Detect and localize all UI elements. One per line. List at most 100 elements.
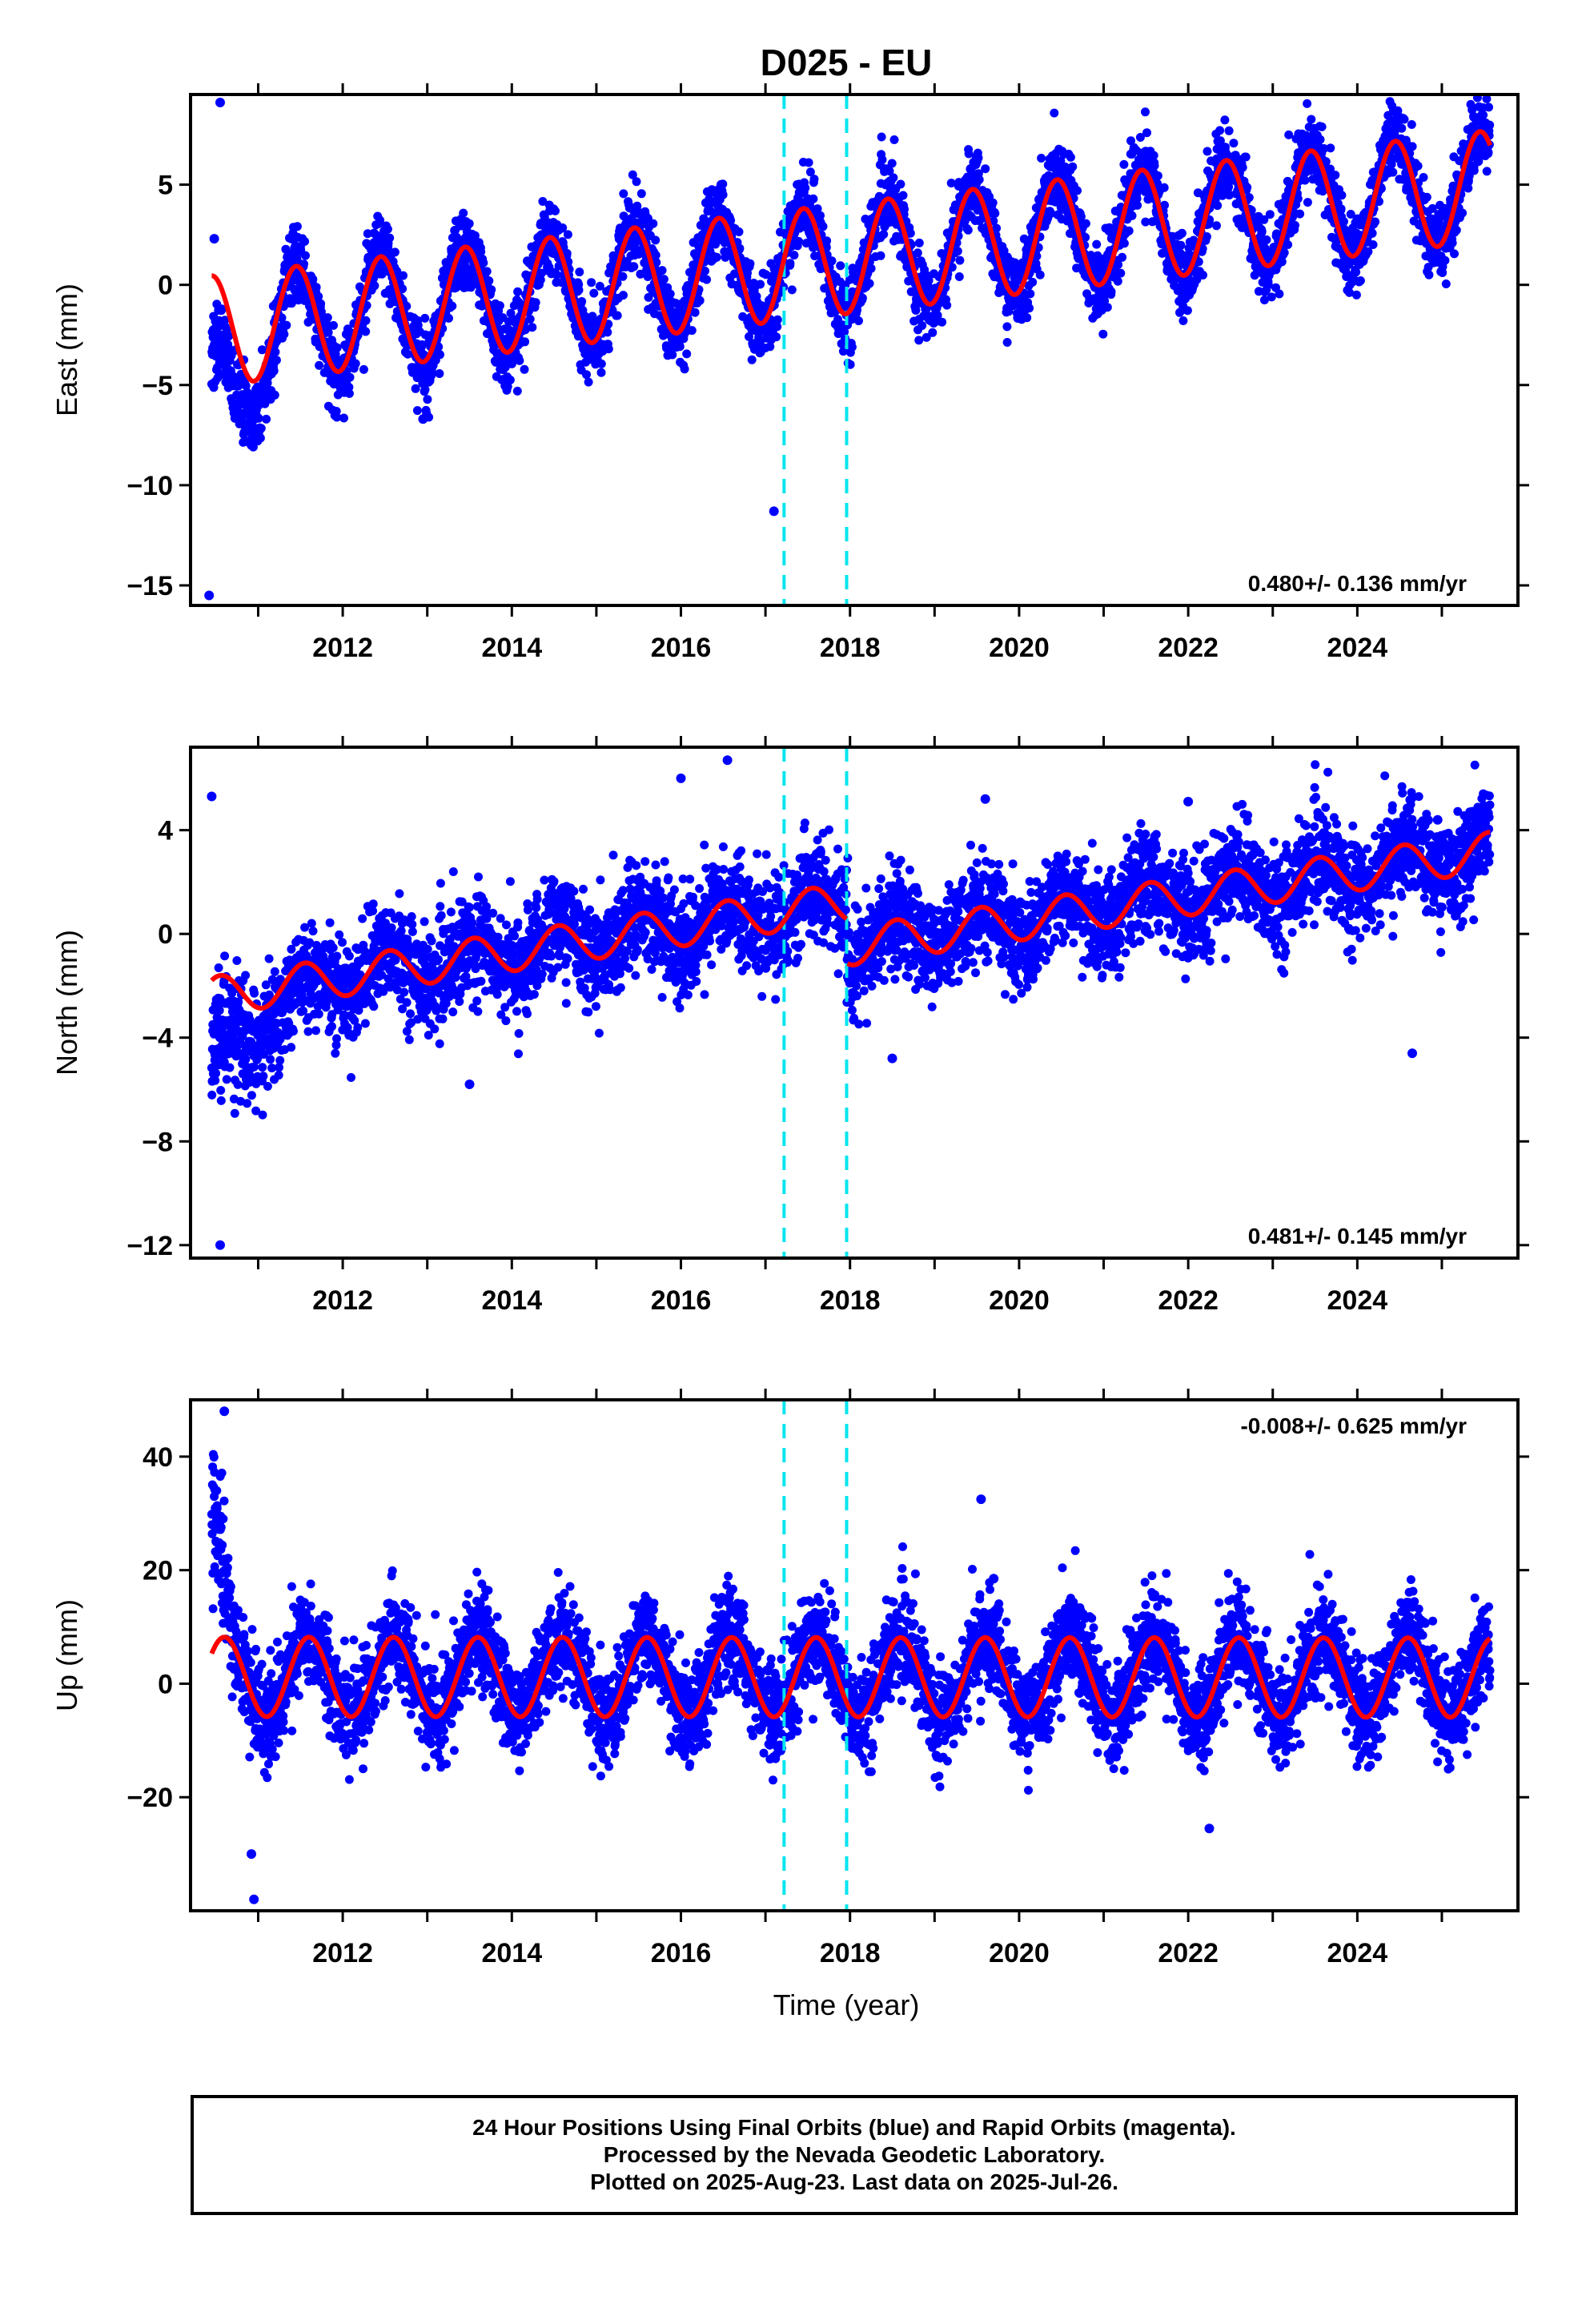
north-plot-area [207, 747, 1495, 1258]
east-data-point [482, 267, 492, 276]
east-data-point [435, 369, 444, 378]
east-data-point [1413, 161, 1423, 171]
east-data-point [344, 388, 354, 398]
east-data-point [1224, 126, 1234, 135]
east-data-point [974, 175, 984, 184]
east-data-point [836, 261, 845, 271]
east-data-point [1150, 161, 1159, 171]
east-data-point [809, 194, 818, 203]
east-data-point [809, 175, 819, 184]
east-data-point [1419, 173, 1428, 182]
east-data-point [1243, 183, 1252, 192]
east-data-point [574, 285, 584, 295]
east-data-point [402, 301, 412, 311]
east-data-point [1317, 122, 1327, 131]
east-data-point [1397, 123, 1407, 133]
east-data-point [262, 414, 271, 424]
east-data-point [1265, 210, 1275, 219]
east-xtick-label: 2018 [820, 633, 881, 663]
east-data-point [603, 328, 612, 337]
east-data-point [551, 206, 560, 215]
east-data-point [255, 433, 265, 443]
north-data-points [207, 755, 1495, 1250]
east-rate-label: 0.480+/- 0.136 mm/yr [1248, 571, 1467, 596]
east-data-point [974, 153, 983, 163]
east-data-point [879, 230, 889, 239]
east-data-point [596, 368, 606, 377]
east-data-point [1315, 135, 1325, 144]
east-plot-area [204, 94, 1495, 605]
east-data-point [1482, 167, 1492, 176]
east-data-point [876, 251, 885, 260]
east-data-point [403, 349, 412, 359]
east-data-point [604, 344, 613, 354]
east-data-point [1303, 99, 1312, 108]
east-data-point [332, 412, 342, 422]
east-data-point [865, 279, 874, 288]
east-data-point [464, 219, 474, 228]
x-axis-label: Time (year) [773, 1988, 920, 2021]
east-ytick-label: −5 [142, 371, 173, 401]
east-data-point [1113, 276, 1122, 286]
east-data-point [270, 390, 279, 400]
east-data-point [1215, 126, 1225, 135]
east-ytick-label: −15 [126, 571, 173, 601]
east-data-point [344, 383, 354, 392]
east-xtick-label: 2012 [312, 633, 373, 663]
east-data-point [1119, 239, 1129, 248]
east-data-point [1407, 120, 1416, 129]
east-data-point [323, 313, 332, 323]
east-data-point [1355, 276, 1365, 285]
east-data-point [1081, 219, 1090, 228]
east-data-point [428, 368, 437, 378]
east-data-point [390, 247, 400, 257]
east-data-point [370, 281, 379, 291]
east-data-point [889, 173, 898, 183]
east-data-point [257, 345, 267, 355]
east-data-point [282, 320, 291, 330]
east-data-point [1441, 279, 1451, 288]
east-data-point [963, 225, 973, 235]
east-data-point [277, 313, 287, 323]
east-data-point [1127, 211, 1137, 220]
east-data-point [1484, 103, 1493, 112]
east-ytick-label: 5 [158, 171, 173, 201]
east-data-point [955, 255, 965, 265]
east-data-point [794, 236, 804, 246]
east-data-point [618, 271, 628, 281]
east-data-point [648, 219, 658, 228]
east-data-point [636, 189, 646, 199]
east-data-point [1159, 183, 1169, 192]
east-data-point [385, 233, 395, 243]
east-data-point [1371, 217, 1380, 227]
east-data-point [1485, 120, 1495, 130]
east-data-point [271, 348, 280, 356]
east-data-point [827, 256, 837, 266]
east-data-point [1241, 152, 1251, 162]
east-data-point [1119, 159, 1129, 169]
east-data-point [1458, 208, 1468, 218]
east-data-point [1213, 201, 1223, 211]
east-data-point [1092, 239, 1102, 249]
east-data-point [1337, 191, 1347, 200]
east-data-point [953, 247, 962, 256]
east-data-point [857, 293, 867, 303]
east-data-point [1479, 111, 1488, 120]
east-data-point [938, 317, 947, 327]
east-data-point [680, 364, 689, 374]
east-data-point [900, 204, 909, 214]
east-data-point [351, 359, 360, 368]
east-xtick-label: 2014 [481, 633, 542, 663]
east-data-point [745, 259, 755, 268]
east-data-point [459, 208, 468, 218]
east-data-point [1388, 167, 1398, 177]
east-data-point [589, 288, 599, 298]
east-data-point [913, 248, 922, 258]
north-data-point [216, 1096, 226, 1105]
east-data-point [417, 340, 427, 349]
north-data-point [220, 951, 230, 961]
east-data-point [217, 304, 227, 314]
east-data-point [1124, 226, 1134, 235]
east-data-point [1220, 115, 1230, 125]
